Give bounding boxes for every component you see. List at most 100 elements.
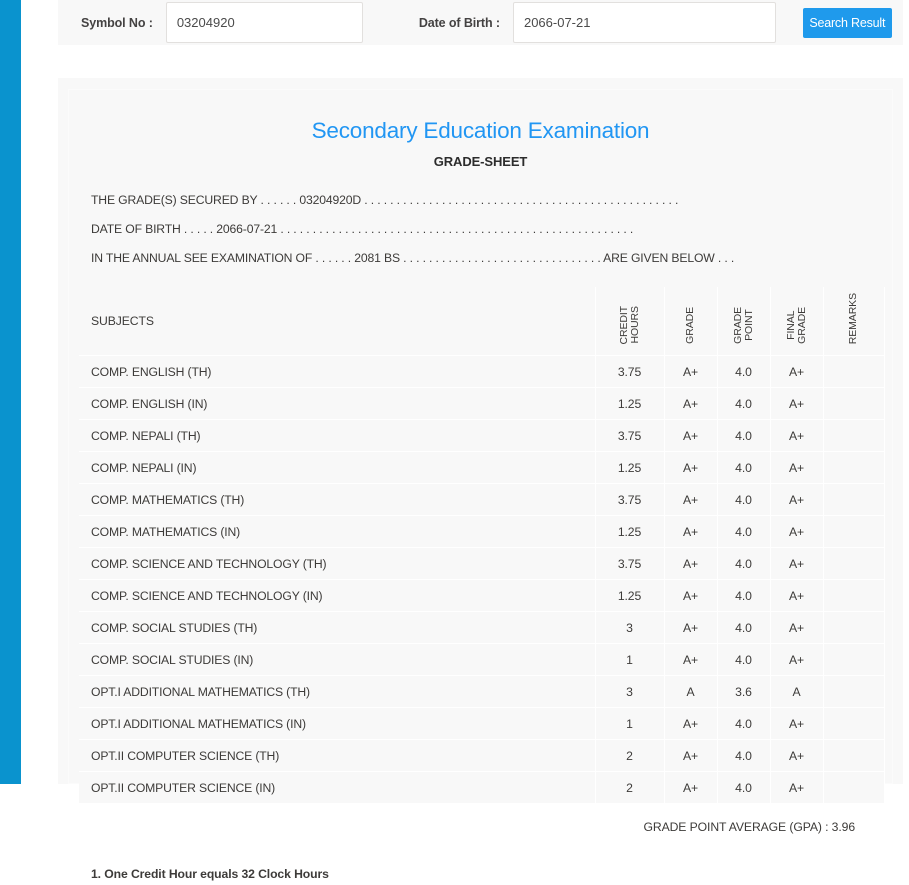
result-card: Secondary Education Examination GRADE-SH… — [58, 78, 903, 881]
cell-credit-hours: 1 — [595, 707, 665, 740]
cell-remarks — [823, 611, 885, 644]
cell-grade: A+ — [664, 707, 718, 740]
page-title: Secondary Education Examination — [311, 118, 650, 143]
cell-subject: COMP. ENGLISH (IN) — [79, 387, 596, 420]
grade-table-body: COMP. ENGLISH (TH) 3.75 A+ 4.0 A+ COMP. ENGLI… — [79, 355, 885, 803]
cell-remarks — [823, 547, 885, 580]
date-of-birth-input[interactable] — [512, 2, 776, 43]
cell-grade-point: 4.0 — [717, 483, 771, 516]
footnote-item: 1. One Credit Hour equals 32 Clock Hours — [91, 867, 329, 881]
footnotes-block: 1. One Credit Hour equals 32 Clock Hours — [69, 853, 892, 885]
cell-final-grade: A+ — [770, 771, 824, 803]
cell-remarks — [823, 355, 885, 388]
declaration-line-exam: IN THE ANNUAL SEE EXAMINATION OF . . . .… — [91, 251, 735, 265]
cell-grade-point: 4.0 — [717, 451, 771, 484]
search-result-button[interactable]: Search Result — [802, 7, 892, 38]
gpa-label: GRADE POINT AVERAGE (GPA) : 3.96 — [643, 820, 856, 834]
cell-credit-hours: 3.75 — [595, 419, 665, 452]
table-row: OPT.I ADDITIONAL MATHEMATICS (TH) 3 A 3.6 A — [79, 675, 885, 708]
table-row: OPT.I ADDITIONAL MATHEMATICS (IN) 1 A+ 4.0 A… — [79, 707, 885, 740]
cell-grade: A+ — [664, 483, 718, 516]
cell-remarks — [823, 675, 885, 708]
grade-table-container: SUBJECTS CREDIT HOURS GRADE GRADE POINT — [69, 273, 892, 803]
table-row: COMP. MATHEMATICS (TH) 3.75 A+ 4.0 A+ — [79, 483, 885, 516]
cell-grade-point: 3.6 — [717, 675, 771, 708]
cell-grade-point: 4.0 — [717, 419, 771, 452]
cell-credit-hours: 3 — [595, 675, 665, 708]
cell-subject: OPT.I ADDITIONAL MATHEMATICS (TH) — [79, 675, 596, 708]
cell-subject: COMP. MATHEMATICS (TH) — [79, 483, 596, 516]
table-header-row: SUBJECTS CREDIT HOURS GRADE GRADE POINT — [79, 287, 885, 356]
cell-subject: COMP. SCIENCE AND TECHNOLOGY (IN) — [79, 579, 596, 612]
cell-credit-hours: 2 — [595, 771, 665, 803]
cell-grade: A+ — [664, 579, 718, 612]
cell-credit-hours: 3.75 — [595, 483, 665, 516]
cell-final-grade: A+ — [770, 707, 824, 740]
cell-remarks — [823, 419, 885, 452]
cell-grade-point: 4.0 — [717, 355, 771, 388]
table-row: COMP. ENGLISH (TH) 3.75 A+ 4.0 A+ — [79, 355, 885, 388]
cell-grade: A+ — [664, 515, 718, 548]
cell-final-grade: A+ — [770, 387, 824, 420]
cell-final-grade: A+ — [770, 355, 824, 388]
cell-remarks — [823, 483, 885, 516]
cell-final-grade: A+ — [770, 739, 824, 772]
column-header-final-grade: FINAL GRADE — [770, 287, 824, 356]
column-header-grade-point: GRADE POINT — [717, 287, 771, 356]
page-column: Symbol No : Date of Birth : Search Resul… — [21, 0, 909, 881]
table-row: COMP. SOCIAL STUDIES (IN) 1 A+ 4.0 A+ — [79, 643, 885, 676]
table-row: COMP. NEPALI (TH) 3.75 A+ 4.0 A+ — [79, 419, 885, 452]
column-header-subjects: SUBJECTS — [79, 287, 596, 356]
cell-subject: OPT.II COMPUTER SCIENCE (TH) — [79, 739, 596, 772]
cell-grade: A — [664, 675, 718, 708]
cell-subject: COMP. SOCIAL STUDIES (IN) — [79, 643, 596, 676]
cell-subject: COMP. SOCIAL STUDIES (TH) — [79, 611, 596, 644]
cell-grade-point: 4.0 — [717, 643, 771, 676]
date-of-birth-label: Date of Birth : — [418, 15, 500, 30]
cell-credit-hours: 1.25 — [595, 451, 665, 484]
cell-grade: A+ — [664, 771, 718, 803]
cell-final-grade: A+ — [770, 515, 824, 548]
cell-grade-point: 4.0 — [717, 515, 771, 548]
declaration-line-grades: THE GRADE(S) SECURED BY . . . . . . 0320… — [91, 193, 679, 207]
table-row: OPT.II COMPUTER SCIENCE (IN) 2 A+ 4.0 A+ — [79, 771, 885, 803]
search-form: Symbol No : Date of Birth : Search Resul… — [58, 0, 903, 45]
cell-grade-point: 4.0 — [717, 387, 771, 420]
cell-remarks — [823, 515, 885, 548]
cell-credit-hours: 3.75 — [595, 355, 665, 388]
cell-final-grade: A+ — [770, 611, 824, 644]
cell-credit-hours: 1 — [595, 643, 665, 676]
cell-remarks — [823, 643, 885, 676]
cell-grade-point: 4.0 — [717, 739, 771, 772]
cell-grade: A+ — [664, 547, 718, 580]
cell-remarks — [823, 579, 885, 612]
cell-credit-hours: 2 — [595, 739, 665, 772]
table-row: COMP. SOCIAL STUDIES (TH) 3 A+ 4.0 A+ — [79, 611, 885, 644]
table-row: COMP. SCIENCE AND TECHNOLOGY (TH) 3.75 A+ 4… — [79, 547, 885, 580]
cell-final-grade: A — [770, 675, 824, 708]
column-header-grade: GRADE — [664, 287, 718, 356]
cell-remarks — [823, 739, 885, 772]
cell-credit-hours: 1.25 — [595, 515, 665, 548]
cell-grade-point: 4.0 — [717, 771, 771, 803]
cell-grade: A+ — [664, 611, 718, 644]
table-row: COMP. MATHEMATICS (IN) 1.25 A+ 4.0 A+ — [79, 515, 885, 548]
cell-subject: OPT.I ADDITIONAL MATHEMATICS (IN) — [79, 707, 596, 740]
cell-grade-point: 4.0 — [717, 611, 771, 644]
declaration-block: THE GRADE(S) SECURED BY . . . . . . 0320… — [69, 169, 892, 273]
cell-remarks — [823, 771, 885, 803]
cell-subject: COMP. SCIENCE AND TECHNOLOGY (TH) — [79, 547, 596, 580]
cell-credit-hours: 3 — [595, 611, 665, 644]
symbol-no-label: Symbol No : — [81, 15, 153, 30]
cell-subject: COMP. ENGLISH (TH) — [79, 355, 596, 388]
search-input[interactable] — [165, 2, 363, 43]
result-panel: Secondary Education Examination GRADE-SH… — [68, 89, 893, 881]
cell-subject: COMP. MATHEMATICS (IN) — [79, 515, 596, 548]
cell-final-grade: A+ — [770, 419, 824, 452]
cell-grade: A+ — [664, 739, 718, 772]
cell-final-grade: A+ — [770, 579, 824, 612]
table-row: COMP. ENGLISH (IN) 1.25 A+ 4.0 A+ — [79, 387, 885, 420]
table-row: OPT.II COMPUTER SCIENCE (TH) 2 A+ 4.0 A+ — [79, 739, 885, 772]
cell-subject: COMP. NEPALI (TH) — [79, 419, 596, 452]
cell-final-grade: A+ — [770, 451, 824, 484]
